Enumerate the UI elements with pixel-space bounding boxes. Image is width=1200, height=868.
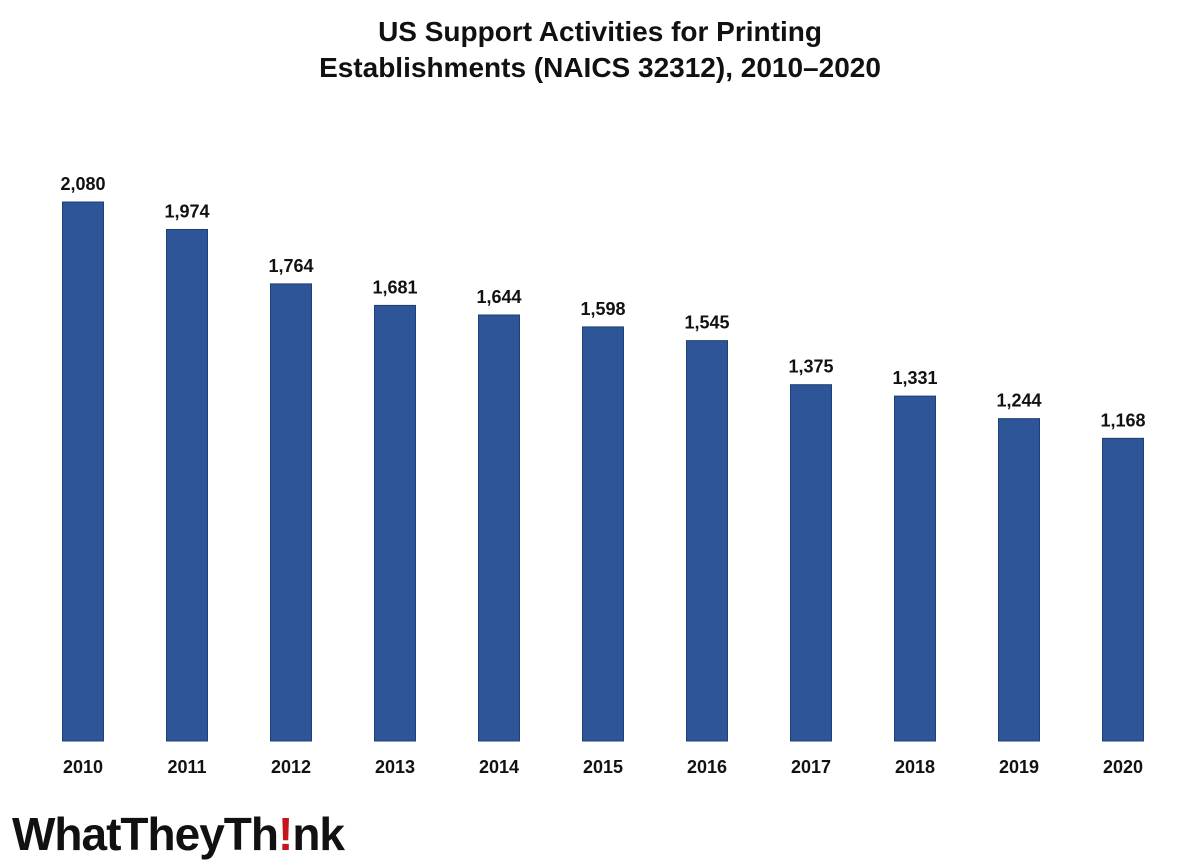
value-label-2011: 1,974 <box>164 201 209 221</box>
value-label-2015: 1,598 <box>580 299 625 319</box>
x-tick-label-2012: 2012 <box>271 757 311 777</box>
x-tick-label-2010: 2010 <box>63 757 103 777</box>
x-tick-label-2016: 2016 <box>687 757 727 777</box>
x-tick-label-2019: 2019 <box>999 757 1039 777</box>
logo-text-end: nk <box>292 808 345 860</box>
bar-2020 <box>1102 437 1144 742</box>
x-tick-label-2013: 2013 <box>375 757 415 777</box>
bars-layer <box>62 201 1144 742</box>
x-tick-label-2015: 2015 <box>583 757 623 777</box>
bar-2015 <box>582 326 624 742</box>
value-label-2013: 1,681 <box>372 277 417 297</box>
logo-text-start: WhatTheyTh <box>12 808 279 860</box>
bar-2017 <box>790 384 832 742</box>
x-tick-label-2018: 2018 <box>895 757 935 777</box>
bar-2016 <box>686 340 728 742</box>
x-tick-label-2014: 2014 <box>479 757 519 777</box>
value-label-2018: 1,331 <box>892 368 937 388</box>
value-label-2016: 1,545 <box>684 313 729 333</box>
bar-2012 <box>270 283 312 742</box>
bar-2011 <box>166 228 208 742</box>
bar-2010 <box>62 201 104 742</box>
x-tick-label-2011: 2011 <box>167 757 206 777</box>
chart-title-line-2: Establishments (NAICS 32312), 2010–2020 <box>319 52 881 83</box>
x-tick-label-2020: 2020 <box>1103 757 1143 777</box>
chart-title-line-1: US Support Activities for Printing <box>378 16 822 47</box>
bar-2018 <box>894 395 936 742</box>
value-label-2019: 1,244 <box>996 391 1041 411</box>
value-label-2020: 1,168 <box>1100 410 1145 430</box>
bar-2019 <box>998 418 1040 742</box>
whattheythink-logo: WhatTheyTh!nk <box>12 808 345 860</box>
logo-exclamation-mark: ! <box>277 808 293 860</box>
chart-title: US Support Activities for Printing Estab… <box>0 14 1200 86</box>
value-label-2014: 1,644 <box>476 287 521 307</box>
value-label-2012: 1,764 <box>268 256 313 276</box>
bar-2014 <box>478 314 520 742</box>
value-label-2010: 2,080 <box>60 174 105 194</box>
value-labels-layer: 2,080 1,974 1,764 1,681 1,644 1,598 1,545 1,375… <box>60 174 1145 430</box>
bar-2013 <box>374 304 416 742</box>
x-tick-label-2017: 2017 <box>791 757 831 777</box>
value-label-2017: 1,375 <box>788 357 833 377</box>
x-tick-labels-layer: 2010 2011 2012 2013 2014 2015 2016 2017 2018 2019… <box>63 757 1143 777</box>
